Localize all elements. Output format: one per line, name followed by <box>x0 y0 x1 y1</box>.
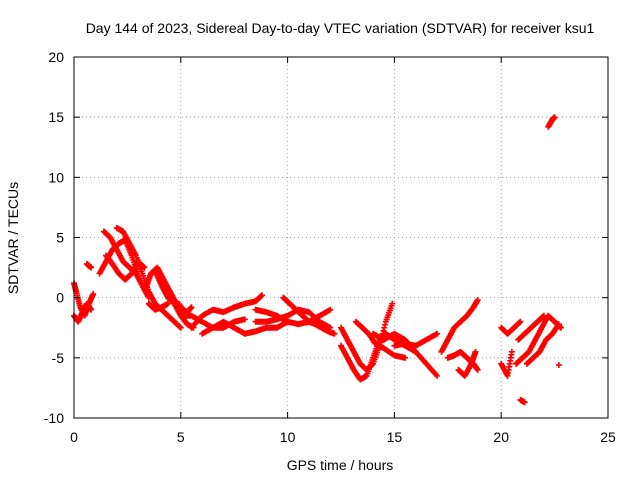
y-tick-label: -10 <box>44 410 64 426</box>
data-point <box>258 292 265 299</box>
series-arc-f <box>103 252 148 283</box>
x-tick-label: 10 <box>280 429 296 445</box>
series-arc-ab <box>513 312 565 367</box>
data-point <box>521 399 528 406</box>
series-arc-y <box>455 348 479 379</box>
data-point <box>241 316 248 323</box>
x-tick-label: 5 <box>177 429 185 445</box>
series-arc-ag <box>555 362 562 369</box>
y-tick-label: 5 <box>56 230 64 246</box>
y-axis-ticks: -10 -5 0 5 10 15 20 <box>44 49 608 426</box>
chart-title: Day 144 of 2023, Sidereal Day-to-day VTE… <box>86 20 595 36</box>
data-point <box>381 324 388 331</box>
data-point <box>434 372 441 379</box>
series-arc-ad <box>523 321 562 367</box>
series-arc-q <box>280 294 338 337</box>
series-arc-h <box>143 264 180 307</box>
data-point <box>555 362 562 369</box>
series-arc-ac <box>515 312 547 343</box>
x-tick-label: 15 <box>387 429 403 445</box>
data-point <box>474 297 481 304</box>
data-point <box>472 348 479 355</box>
series-arc-i <box>145 300 171 313</box>
series-arc-n <box>199 318 291 337</box>
series-arc-w <box>438 297 481 355</box>
series-arc-e <box>100 228 152 301</box>
x-axis-ticks: 0 5 10 15 20 25 <box>70 57 616 445</box>
data-point <box>474 366 481 373</box>
x-tick-label: 20 <box>493 429 509 445</box>
data-point <box>88 264 95 271</box>
data-point <box>177 324 184 331</box>
data-point <box>382 321 389 328</box>
data-point <box>331 330 338 337</box>
data-point <box>540 312 547 319</box>
data-points <box>71 114 565 406</box>
data-point <box>402 354 409 361</box>
data-point <box>389 300 396 307</box>
data-point <box>327 306 334 313</box>
data-point <box>555 321 562 328</box>
data-point <box>551 114 558 121</box>
y-tick-label: 20 <box>48 49 64 65</box>
series-arc-m <box>188 292 265 331</box>
data-point <box>508 348 515 355</box>
y-tick-label: 0 <box>56 290 64 306</box>
series-arc-af <box>545 114 558 130</box>
series-arc-b <box>71 300 95 325</box>
y-axis-label: SDTVAR / TECUs <box>5 182 21 294</box>
series-arc-c <box>83 260 95 271</box>
data-point <box>88 306 95 313</box>
data-point <box>188 304 195 311</box>
series-arc-z <box>498 318 524 337</box>
x-tick-label: 25 <box>600 429 616 445</box>
series-arc-t <box>352 318 409 361</box>
data-point <box>434 330 441 337</box>
y-tick-label: 15 <box>48 109 64 125</box>
x-axis-label: GPS time / hours <box>287 457 394 473</box>
series-arc-v <box>391 330 441 349</box>
y-tick-label: -5 <box>52 350 65 366</box>
data-point <box>164 300 171 307</box>
data-point <box>380 327 387 334</box>
y-tick-label: 10 <box>48 169 64 185</box>
x-tick-label: 0 <box>70 429 78 445</box>
data-point <box>90 291 97 298</box>
data-point <box>517 318 524 325</box>
series-arc-aa <box>498 348 515 379</box>
series-arc-ae <box>517 396 528 406</box>
